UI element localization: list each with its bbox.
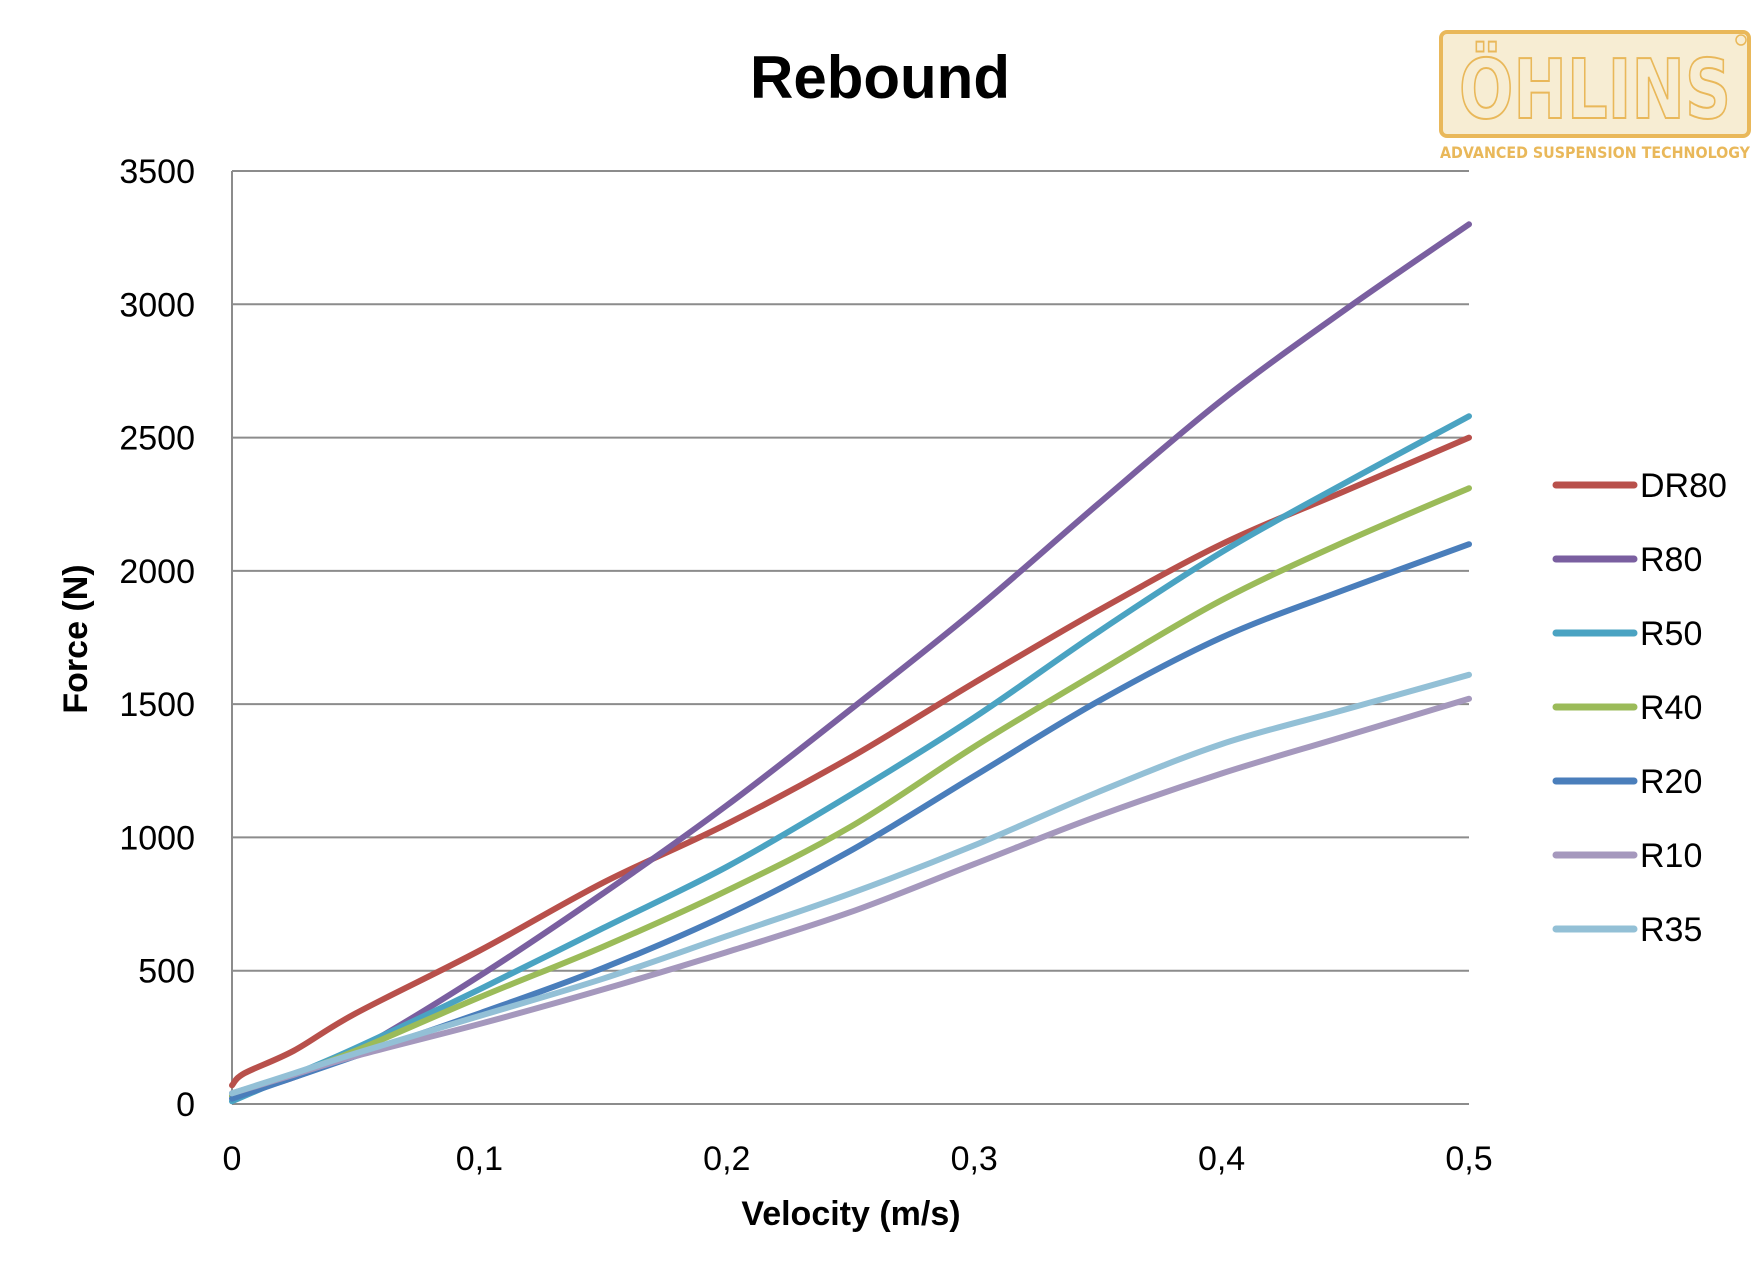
series-line-r50 [229,413,1472,1105]
legend-label-r20: R20 [1640,763,1702,801]
axes: 0 500 1000 1500 2000 2500 3000 3500 0 0,1 0,2 0,3 0,… [119,153,1492,1178]
series-line-r40 [229,485,1472,1099]
y-tick-label: 3000 [119,286,195,324]
x-tick-label: 0,5 [1445,1140,1492,1178]
y-tick-label: 1000 [119,819,195,857]
y-tick-label: 0 [176,1086,195,1124]
registered-mark-icon [1735,34,1747,46]
x-tick-label: 0,1 [456,1140,503,1178]
legend-label-r40: R40 [1640,689,1702,727]
legend-label-r35: R35 [1640,911,1702,949]
series-line-r80 [229,221,1472,1099]
y-axis-title: Force (N) [57,564,95,713]
chart-title: Rebound [750,44,1010,111]
y-tick-label: 2500 [119,420,195,458]
legend: DR80 R80 R50 R40 R20 R10 R35 [1552,467,1727,949]
y-tick-label: 1500 [119,686,195,724]
logo-tagline: ADVANCED SUSPENSION TECHNOLOGY [1440,143,1750,162]
y-tick-label: 2000 [119,553,195,591]
series-line-r35 [229,671,1472,1097]
legend-label-dr80: DR80 [1640,467,1727,505]
x-axis-title: Velocity (m/s) [741,1195,960,1233]
series-line-dr80 [229,434,1472,1089]
y-tick-label: 3500 [119,153,195,191]
ohlins-logo: ÖHLINS ADVANCED SUSPENSION TECHNOLOGY [1439,30,1751,162]
logo-name: ÖHLINS [1459,42,1731,138]
series-lines [229,221,1472,1105]
logo-box [1439,30,1751,138]
gridlines [232,170,1469,1105]
legend-label-r50: R50 [1640,615,1702,653]
x-tick-label: 0,4 [1198,1140,1245,1178]
x-tick-label: 0,2 [703,1140,750,1178]
x-tick-label: 0 [223,1140,242,1178]
x-tick-label: 0,3 [951,1140,998,1178]
y-tick-label: 500 [138,953,195,991]
legend-label-r10: R10 [1640,837,1702,875]
legend-label-r80: R80 [1640,541,1702,579]
